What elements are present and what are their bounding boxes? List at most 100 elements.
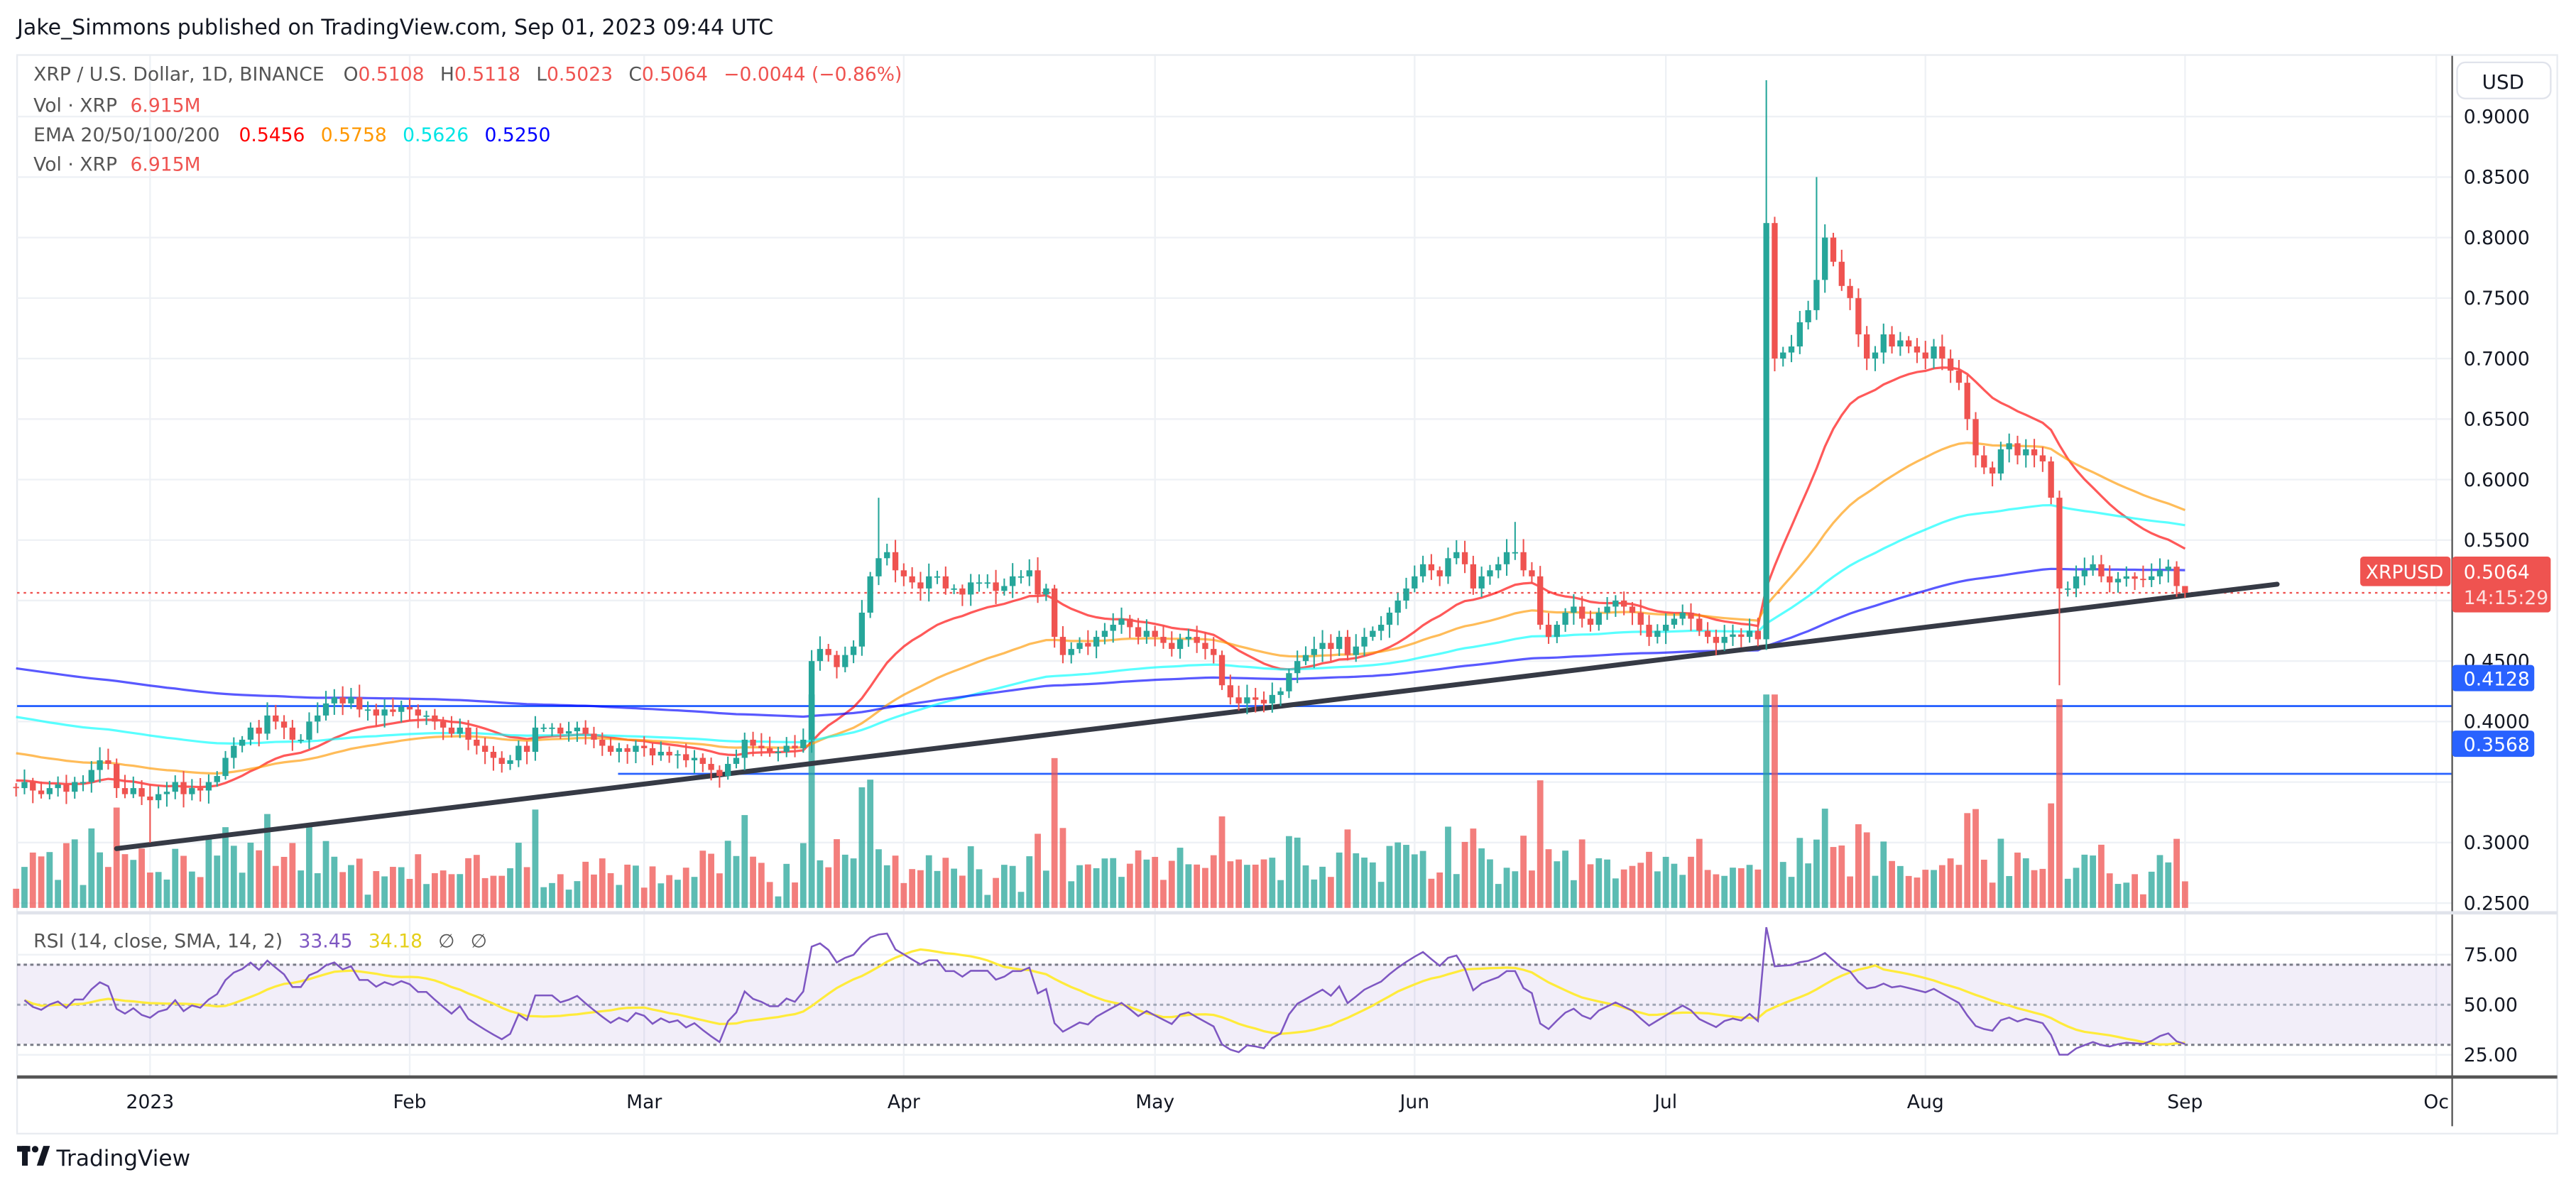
price-tick-label: 0.8500 — [2464, 167, 2530, 189]
currency-button[interactable]: USD — [2456, 61, 2552, 99]
candle-body — [1377, 625, 1385, 631]
candle-body — [842, 655, 848, 667]
volume-bar — [1671, 863, 1678, 908]
rsi-axis[interactable]: 75.00 50.00 25.00 — [2464, 944, 2518, 1066]
candle-body — [1880, 334, 1887, 353]
volume-bar — [2006, 875, 2013, 908]
candle-body — [1972, 419, 1979, 456]
volume-bar — [29, 852, 36, 908]
candle-body — [733, 757, 740, 765]
volume-bar — [1185, 864, 1192, 908]
candle-body — [817, 649, 824, 662]
volume-bar — [1269, 858, 1276, 908]
volume-bar — [959, 875, 966, 908]
volume-bar — [1403, 845, 1409, 908]
volume-bar — [1595, 858, 1603, 908]
volume-bar — [1076, 865, 1083, 908]
volume-bar — [1654, 871, 1661, 908]
volume-bar — [1889, 860, 1895, 908]
volume-bar — [1210, 855, 1217, 908]
volume-bar — [1101, 858, 1108, 908]
volume-bar — [515, 843, 522, 908]
volume-bar — [1763, 694, 1770, 908]
candle-body — [2156, 570, 2163, 576]
volume-bar — [1847, 876, 1853, 908]
price-axis[interactable]: 0.9000 0.8500 0.8000 0.7500 0.7000 0.6500 0.60… — [2464, 106, 2530, 914]
candle-body — [490, 751, 497, 758]
trendline[interactable] — [114, 581, 2280, 851]
candle-body — [532, 727, 539, 752]
volume-bar — [1537, 780, 1544, 908]
volume-bar — [834, 839, 840, 908]
candle-body — [1562, 612, 1568, 625]
candle-body — [1780, 352, 1786, 359]
candle-body — [197, 788, 204, 791]
legend-row-ema[interactable]: EMA 20/50/100/200 0.5456 0.5758 0.5626 0… — [33, 124, 550, 146]
volume-bar — [2123, 882, 2130, 908]
volume-bar — [2181, 881, 2188, 908]
volume-bar — [616, 885, 623, 908]
candle-body — [1872, 352, 1879, 359]
candle-body — [180, 782, 187, 794]
volume-bar — [289, 843, 296, 908]
candle-body — [339, 697, 346, 704]
bar-countdown: 14:15:29 — [2464, 587, 2548, 609]
candle-body — [121, 788, 129, 794]
volume-bar — [858, 787, 866, 908]
candle-body — [1637, 612, 1644, 625]
candle-body — [1796, 322, 1803, 347]
candle-body — [1302, 655, 1309, 662]
volume-bar — [1009, 865, 1016, 908]
volume-bar — [1964, 813, 1971, 908]
candle-body — [557, 727, 564, 734]
volume-bar — [2031, 870, 2038, 908]
volume-bar — [942, 858, 949, 908]
candle-body — [474, 739, 480, 746]
volume-bar — [247, 842, 254, 908]
candle-body — [2048, 461, 2054, 498]
time-axis[interactable]: 2023 Feb Mar Apr May Jun Jul Aug Sep Oc — [126, 1091, 2449, 1113]
volume-bar — [2073, 868, 2080, 908]
candle-body — [1981, 455, 1987, 468]
volume-bar — [1319, 866, 1326, 908]
volume-bar — [1855, 824, 1862, 908]
candle-body — [540, 727, 547, 729]
candle-body — [147, 797, 153, 801]
candle-body — [1311, 649, 1317, 655]
volume-bar — [46, 852, 53, 908]
candle-body — [1772, 223, 1778, 359]
tradingview-logo[interactable]: TradingView — [17, 1146, 190, 1171]
low-label: L — [536, 63, 547, 85]
candle-body — [1746, 630, 1753, 638]
candle-body — [315, 715, 321, 722]
legend-row-vol2[interactable]: Vol · XRP 6.915M — [33, 154, 200, 176]
volume-bar — [1830, 847, 1837, 908]
rsi-line — [23, 926, 2185, 1056]
candle-body — [298, 739, 304, 741]
rsi-legend[interactable]: RSI (14, close, SMA, 14, 2) 33.45 34.18 … — [33, 930, 487, 952]
volume-bar — [1779, 862, 1786, 908]
volume-bar — [649, 866, 656, 908]
candle-body — [808, 661, 815, 740]
volume-bar — [1512, 871, 1519, 908]
time-tick-label: Jul — [1653, 1091, 1677, 1113]
candle-body — [624, 748, 631, 752]
legend-row-vol[interactable]: Vol · XRP 6.915M — [33, 94, 200, 116]
candle-body — [105, 760, 111, 765]
candle-body — [1336, 637, 1343, 650]
candle-body — [2065, 588, 2071, 590]
price-tick-label: 0.5500 — [2464, 530, 2530, 552]
candle-body — [423, 715, 430, 717]
candle-body — [1353, 646, 1359, 655]
candle-body — [1822, 237, 1828, 280]
price-tick-label: 0.4000 — [2464, 711, 2530, 733]
volume-bar — [1520, 836, 1527, 908]
candle-body — [1277, 691, 1284, 695]
volume-bar — [633, 865, 639, 908]
rsi-tick-label: 50.00 — [2464, 995, 2518, 1017]
candle-body — [1412, 576, 1418, 589]
volume-bar — [146, 873, 153, 908]
volume-bar — [792, 882, 798, 908]
price-tick-label: 0.9000 — [2464, 106, 2530, 128]
